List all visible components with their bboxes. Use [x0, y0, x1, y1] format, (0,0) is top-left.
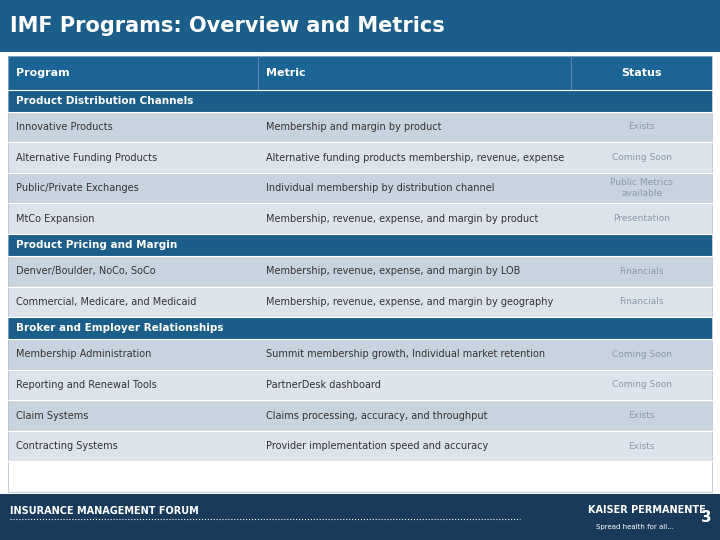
Text: Status: Status — [621, 68, 662, 78]
Text: Claims processing, accuracy, and throughput: Claims processing, accuracy, and through… — [266, 410, 487, 421]
Text: Coming Soon: Coming Soon — [611, 350, 672, 359]
Text: 3: 3 — [701, 510, 712, 524]
Text: Membership, revenue, expense, and margin by LOB: Membership, revenue, expense, and margin… — [266, 266, 521, 276]
Text: Exists: Exists — [629, 442, 655, 451]
Bar — [8, 90, 712, 112]
Bar — [560, 496, 710, 538]
Bar — [8, 370, 712, 400]
Text: Product Pricing and Margin: Product Pricing and Margin — [16, 240, 177, 250]
Text: Broker and Employer Relationships: Broker and Employer Relationships — [16, 323, 223, 333]
Text: Innovative Products: Innovative Products — [16, 122, 113, 132]
Text: Reporting and Renewal Tools: Reporting and Renewal Tools — [16, 380, 157, 390]
Bar — [8, 56, 712, 492]
Text: Coming Soon: Coming Soon — [611, 381, 672, 389]
Text: Alternative funding products membership, revenue, expense: Alternative funding products membership,… — [266, 152, 564, 163]
Text: Summit membership growth, Individual market retention: Summit membership growth, Individual mar… — [266, 349, 545, 360]
Bar — [0, 494, 720, 540]
Bar — [8, 112, 712, 142]
Bar — [8, 400, 712, 431]
Bar — [8, 173, 712, 204]
Text: Individual membership by distribution channel: Individual membership by distribution ch… — [266, 183, 495, 193]
Text: PartnerDesk dashboard: PartnerDesk dashboard — [266, 380, 381, 390]
Bar — [8, 256, 712, 287]
Text: IMF Programs: Overview and Metrics: IMF Programs: Overview and Metrics — [10, 16, 445, 36]
Text: Exists: Exists — [629, 123, 655, 131]
Text: Presentation: Presentation — [613, 214, 670, 223]
Text: Contracting Systems: Contracting Systems — [16, 441, 118, 451]
Text: Membership, revenue, expense, and margin by geography: Membership, revenue, expense, and margin… — [266, 297, 553, 307]
Text: Claim Systems: Claim Systems — [16, 410, 89, 421]
Text: Denver/Boulder, NoCo, SoCo: Denver/Boulder, NoCo, SoCo — [16, 266, 156, 276]
Text: Financials: Financials — [619, 298, 664, 306]
Bar — [8, 204, 712, 234]
Text: Coming Soon: Coming Soon — [611, 153, 672, 162]
Bar — [8, 142, 712, 173]
Text: Provider implementation speed and accuracy: Provider implementation speed and accura… — [266, 441, 488, 451]
Text: Exists: Exists — [629, 411, 655, 420]
Text: Financials: Financials — [619, 267, 664, 276]
Bar — [8, 431, 712, 461]
Text: INSURANCE MANAGEMENT FORUM: INSURANCE MANAGEMENT FORUM — [10, 507, 199, 516]
Text: Spread health for all...: Spread health for all... — [596, 524, 674, 530]
Text: Program: Program — [16, 68, 70, 78]
Text: Public/Private Exchanges: Public/Private Exchanges — [16, 183, 139, 193]
Bar — [8, 287, 712, 317]
Text: Product Distribution Channels: Product Distribution Channels — [16, 96, 194, 106]
Bar — [8, 339, 712, 370]
Text: KAISER PERMANENTE.: KAISER PERMANENTE. — [588, 505, 709, 515]
Text: Alternative Funding Products: Alternative Funding Products — [16, 152, 157, 163]
Text: Membership, revenue, expense, and margin by product: Membership, revenue, expense, and margin… — [266, 214, 539, 224]
Bar — [8, 234, 712, 256]
Bar — [8, 56, 712, 90]
Bar — [0, 0, 720, 52]
Text: Commercial, Medicare, and Medicaid: Commercial, Medicare, and Medicaid — [16, 297, 197, 307]
Text: Membership and margin by product: Membership and margin by product — [266, 122, 441, 132]
Text: Membership Administration: Membership Administration — [16, 349, 151, 360]
Bar — [8, 317, 712, 339]
Text: MtCo Expansion: MtCo Expansion — [16, 214, 94, 224]
Text: Public Metrics
available: Public Metrics available — [610, 178, 673, 198]
Text: Metric: Metric — [266, 68, 305, 78]
